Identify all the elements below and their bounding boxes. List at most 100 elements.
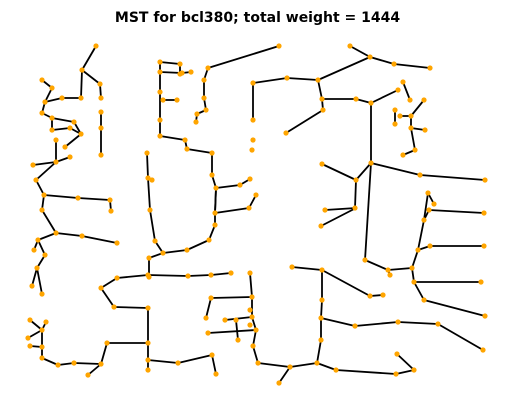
mst-node (174, 97, 180, 103)
mst-node (206, 237, 212, 243)
mst-node (53, 137, 59, 143)
mst-edge (335, 369, 397, 375)
mst-node (249, 294, 255, 300)
mst-node (387, 272, 393, 278)
mst-edge (64, 133, 82, 148)
mst-node (392, 107, 398, 113)
mst-node (39, 327, 45, 333)
mst-node (368, 160, 374, 166)
mst-node (208, 295, 214, 301)
mst-node (431, 201, 437, 207)
mst-node (177, 61, 183, 67)
mst-node (318, 315, 324, 321)
mst-node (415, 247, 421, 253)
mst-node (249, 314, 255, 320)
mst-edge (316, 362, 337, 371)
mst-edge (100, 342, 108, 365)
mst-edge (355, 162, 372, 181)
mst-node (35, 237, 41, 243)
mst-node (53, 230, 59, 236)
mst-node (276, 380, 282, 386)
mst-node (213, 185, 219, 191)
mst-edge (214, 187, 217, 214)
mst-node (237, 182, 243, 188)
mst-edge (354, 179, 357, 209)
mst-node (411, 279, 417, 285)
mst-edge (51, 117, 75, 123)
mst-edge (354, 321, 399, 327)
mst-edge (402, 81, 411, 101)
mst-node (283, 130, 289, 136)
mst-node (320, 107, 326, 113)
mst-edge (41, 357, 59, 366)
mst-node (319, 267, 325, 273)
mst-node (157, 69, 163, 75)
mst-node (247, 322, 253, 328)
mst-edge (80, 69, 83, 99)
mst-node (392, 121, 398, 127)
mst-edge (36, 267, 43, 295)
mst-edge (224, 316, 253, 321)
mst-edge (162, 249, 188, 254)
mst-node (408, 113, 414, 119)
mst-edge (235, 319, 239, 341)
mst-node (250, 80, 256, 86)
mst-node (144, 150, 150, 156)
mst-edge (44, 87, 53, 103)
mst-node (319, 96, 325, 102)
mst-node (426, 207, 432, 213)
mst-node (425, 190, 431, 196)
mst-edge (147, 177, 151, 211)
mst-node (29, 283, 35, 289)
mst-node (39, 344, 45, 350)
mst-node (209, 150, 215, 156)
mst-edge (291, 266, 323, 271)
mst-node (98, 109, 104, 115)
mst-edge (81, 45, 97, 71)
mst-edge (410, 99, 425, 117)
mst-node (203, 107, 209, 113)
plot-title: MST for bcl380; total weight = 1444 (114, 10, 401, 26)
mst-edge (43, 194, 79, 199)
mst-edge (81, 69, 101, 85)
mst-node (71, 119, 77, 125)
mst-edge (214, 207, 250, 214)
mst-edge (35, 161, 57, 181)
mst-node (79, 233, 85, 239)
mst-edge (147, 359, 179, 364)
mst-node (209, 352, 215, 358)
mst-node (184, 146, 190, 152)
mst-edge (205, 297, 212, 319)
mst-edge (57, 362, 75, 366)
mst-node (98, 152, 104, 158)
mst-edge (285, 109, 324, 134)
mst-node (43, 319, 49, 325)
mst-node (395, 319, 401, 325)
mst-node (111, 304, 117, 310)
mst-node (393, 371, 399, 377)
mst-edge (387, 267, 413, 271)
mst-edge (113, 306, 149, 309)
mst-node (79, 67, 85, 73)
mst-edge (252, 345, 259, 364)
mst-edge (37, 232, 57, 241)
mst-edge (51, 127, 71, 131)
mst-node (31, 247, 37, 253)
mst-node (145, 272, 151, 278)
mst-node (205, 65, 211, 71)
mst-edge (370, 89, 399, 104)
mst-node (400, 79, 406, 85)
mst-node (421, 97, 427, 103)
mst-node (347, 43, 353, 49)
mst-node (395, 87, 401, 93)
mst-edge (207, 329, 257, 334)
mst-node (98, 285, 104, 291)
mst-node (114, 240, 120, 246)
mst-node (75, 195, 81, 201)
mst-node (193, 119, 199, 125)
mst-node (147, 207, 153, 213)
mst-edge (35, 179, 45, 196)
mst-node (318, 337, 324, 343)
mst-node (411, 367, 417, 373)
